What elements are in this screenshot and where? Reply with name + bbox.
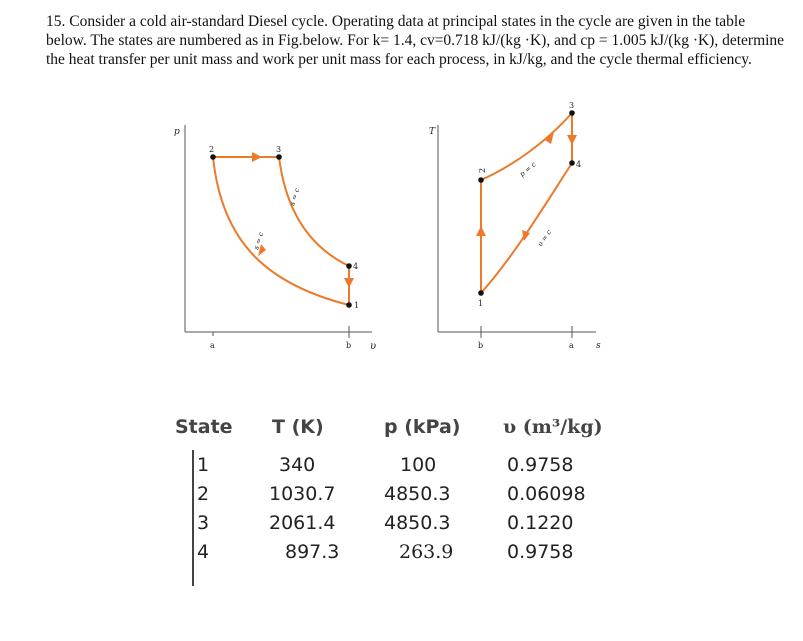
pv-diagram: p υ a b 2 3 4 1 s = c s = c	[174, 125, 376, 352]
table-cell-t-3: 2061.4	[269, 512, 336, 534]
pv-tick-b-label: b	[346, 341, 351, 350]
table-cell-p-1: 100	[400, 454, 437, 476]
table-header-temperature: T (K)	[272, 416, 324, 438]
pv-state-label-1: 1	[354, 301, 359, 310]
pv-state-label-4: 4	[353, 262, 358, 271]
ts-state-label-1: 1	[478, 299, 483, 308]
ts-tick-b-label: b	[478, 341, 483, 350]
table-header-state: State	[175, 416, 233, 438]
ts-curve-label-p-c: p = c	[518, 160, 538, 178]
ts-state-label-3: 3	[569, 101, 574, 110]
ts-y-axis-label: T	[429, 127, 436, 137]
pv-state-label-2: 2	[209, 145, 214, 154]
ts-arrow-4-1	[522, 230, 530, 241]
pv-tick-a-label: a	[210, 341, 215, 350]
ts-arrow-3-4	[567, 135, 577, 145]
ts-point-2	[478, 177, 484, 183]
ts-process-4-1	[480, 162, 573, 294]
pv-x-axis-label: υ	[370, 341, 376, 352]
table-cell-t-1: 340	[279, 454, 316, 476]
ts-state-label-4: 4	[576, 160, 581, 169]
table-cell-v-1: 0.9758	[507, 454, 574, 476]
pv-process-1-2	[212, 156, 350, 306]
ts-point-3	[569, 110, 575, 116]
pv-y-axis-label: p	[174, 127, 180, 137]
table-cell-v-3: 0.1220	[507, 512, 574, 534]
table-cell-p-3: 4850.3	[384, 512, 451, 534]
table-cell-t-4: 897.3	[285, 541, 340, 563]
ts-arrow-2-3	[545, 132, 554, 144]
pv-arrow-4-1	[344, 278, 354, 288]
pv-point-3	[276, 154, 282, 160]
ts-state-label-2: 2	[478, 168, 487, 173]
table-header-pressure: p (kPa)	[384, 416, 461, 438]
ts-point-1	[478, 290, 484, 296]
table-cell-v-4: 0.9758	[507, 541, 574, 563]
table-header-specific-volume: υ (m³/kg)	[503, 416, 603, 438]
table-cell-p-4: 263.9	[399, 541, 454, 563]
pv-arrow-1-2	[258, 244, 266, 256]
ts-curve-label-v-c: υ = c	[536, 228, 553, 248]
ts-arrow-1-2	[476, 226, 486, 236]
table-cell-state-3: 3	[197, 512, 210, 534]
table-cell-state-4: 4	[197, 541, 210, 563]
table-divider	[192, 450, 194, 586]
pv-point-4	[346, 263, 352, 269]
problem-statement: 15. Consider a cold air-standard Diesel …	[46, 13, 785, 68]
ts-process-2-3	[480, 112, 573, 181]
ts-diagram: T s b a 3 2 4 1 p = c υ = c	[429, 101, 601, 351]
pv-arrow-2-3	[252, 152, 262, 162]
table-cell-v-2: 0.06098	[507, 483, 586, 505]
ts-point-4	[569, 160, 575, 166]
pv-state-label-3: 3	[276, 145, 281, 154]
pv-point-1	[346, 302, 352, 308]
pv-curve-label-s-c-2: s = c	[288, 187, 301, 207]
ts-x-axis-label: s	[596, 341, 601, 351]
table-cell-t-2: 1030.7	[269, 483, 336, 505]
table-cell-state-1: 1	[197, 454, 210, 476]
table-cell-state-2: 2	[197, 483, 210, 505]
pv-process-3-4	[278, 156, 350, 267]
pv-point-2	[210, 154, 216, 160]
ts-tick-a-label: a	[569, 341, 574, 350]
table-cell-p-2: 4850.3	[384, 483, 451, 505]
cycle-diagrams: p υ a b 2 3 4 1 s = c s = c T s b a	[174, 101, 601, 352]
